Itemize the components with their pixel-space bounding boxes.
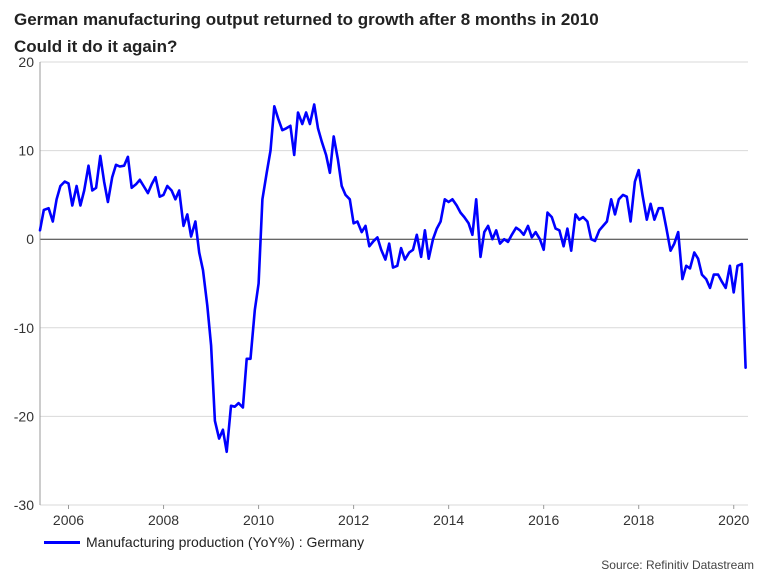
y-tick-label-0: 20: [18, 54, 34, 70]
legend: Manufacturing production (YoY%) : German…: [44, 534, 364, 550]
series: [38, 103, 747, 454]
x-tick-label-2: 2010: [243, 512, 274, 528]
chart-title: German manufacturing output returned to …: [14, 10, 599, 29]
source-note: Source: Refinitiv Datastream: [601, 558, 754, 572]
x-tick-label-5: 2016: [528, 512, 559, 528]
x-tick-label-1: 2008: [148, 512, 179, 528]
y-tick-label-5: -30: [14, 497, 34, 513]
gridlines: [40, 61, 748, 506]
y-tick-label-2: 0: [26, 231, 34, 247]
x-tick-label-0: 2006: [53, 512, 84, 528]
x-tick-label-7: 2020: [718, 512, 749, 528]
axes: [39, 62, 748, 509]
y-tick-label-4: -20: [14, 408, 34, 424]
x-tick-label-4: 2014: [433, 512, 464, 528]
legend-label: Manufacturing production (YoY%) : German…: [86, 534, 365, 550]
x-tick-label-6: 2018: [623, 512, 654, 528]
legend-swatch-line: [44, 540, 80, 544]
chart-title-block: German manufacturing output returned to …: [14, 6, 599, 60]
y-tick-label-3: -10: [14, 320, 34, 336]
x-tick-label-3: 2012: [338, 512, 369, 528]
y-tick-label-1: 10: [18, 143, 34, 159]
chart-subtitle: Could it do it again?: [14, 37, 178, 56]
series-line-0: [38, 103, 747, 454]
